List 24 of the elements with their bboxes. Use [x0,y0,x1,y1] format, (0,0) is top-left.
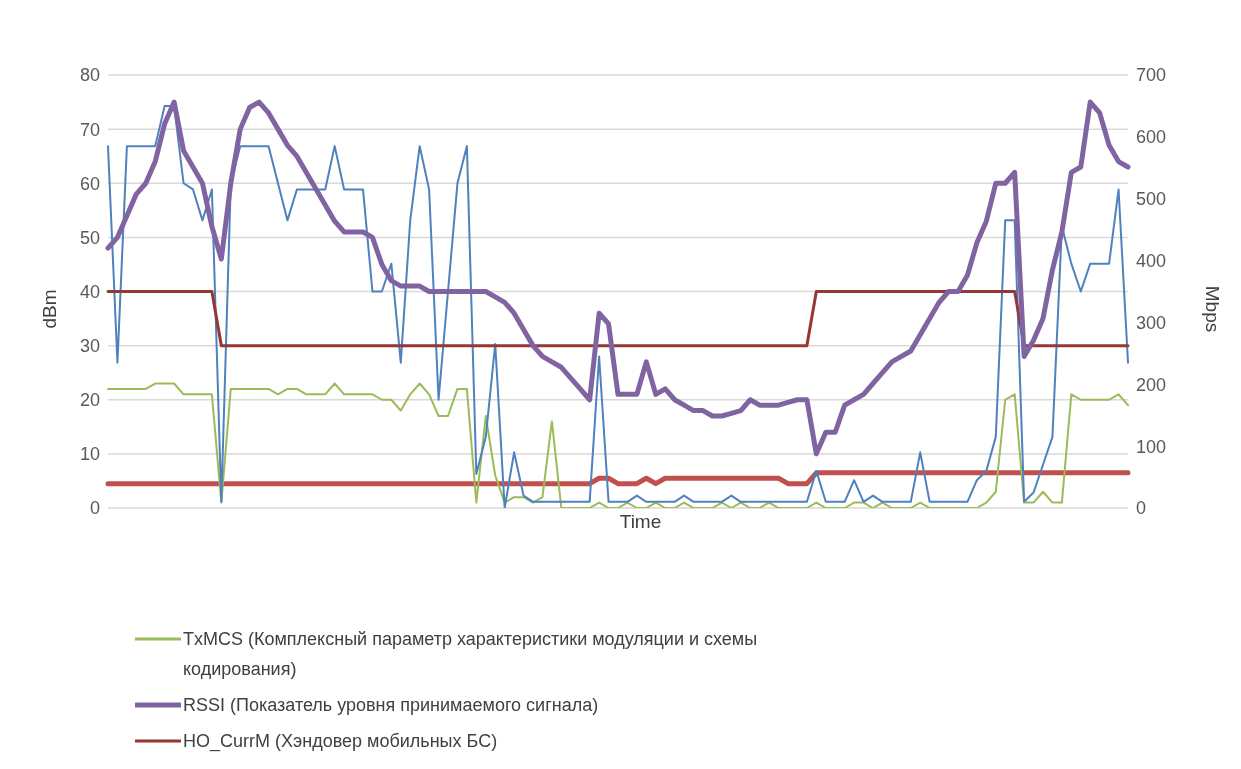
y-tick-label: 10 [79,444,100,465]
line-series [107,382,1129,508]
y-tick-label: 60 [79,173,100,194]
y-axis-title: dBm [38,289,61,329]
x-axis-title: Time [619,511,662,532]
y-tick-label: 20 [79,390,100,411]
y-tick-label: 50 [79,227,100,248]
legend-label: TxMCS (Комплексный параметр характеристики модуляции и схемы кодирования) [183,628,759,681]
y2-axis-title: Mbps [1200,285,1223,333]
y-tick-label: 70 [79,119,100,140]
y2-tick-label: 100 [1136,436,1167,457]
y-tick-label: 80 [79,65,100,86]
y-tick-label: 30 [79,336,100,357]
y-tick-label: 40 [79,281,100,302]
y2-tick-label: 300 [1136,312,1167,333]
y2-tick-label: 400 [1136,250,1167,271]
y-tick-label: 0 [89,498,100,519]
y2-tick-label: 0 [1136,498,1147,519]
y2-tick-label: 200 [1136,374,1167,395]
legend-label: RSSI (Показатель уровня принимаемого сигнала) [183,694,599,717]
y2-tick-label: 500 [1136,189,1167,210]
legend-label: HO_CurrM (Хэндовер мобильных БС) [183,730,498,754]
y2-tick-label: 600 [1136,127,1167,148]
y2-tick-label: 700 [1136,65,1167,86]
